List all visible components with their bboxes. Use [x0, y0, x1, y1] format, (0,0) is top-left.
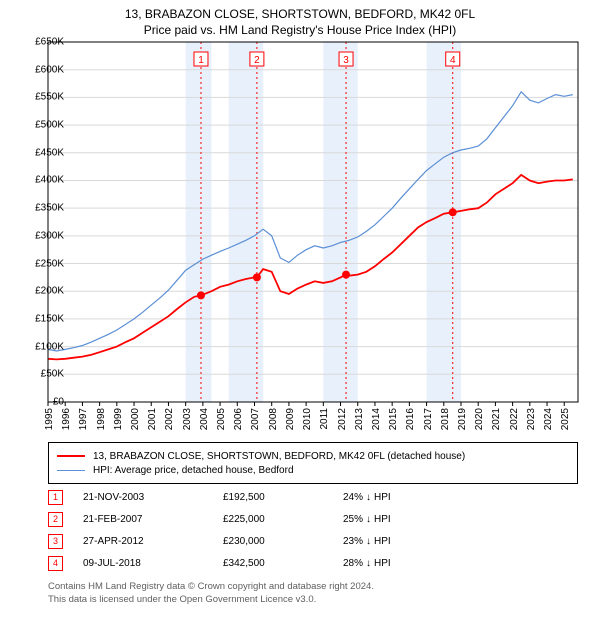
legend-item-series-2: HPI: Average price, detached house, Bedf… [57, 463, 569, 477]
transaction-badge: 1 [48, 490, 63, 505]
x-axis-tick-label: 2009 [285, 408, 296, 430]
x-axis-tick-label: 2015 [388, 408, 399, 430]
transaction-row: 4 09-JUL-2018£342,50028%↓HPI [48, 552, 578, 574]
series-marker-dot [197, 291, 205, 299]
x-axis-tick-label: 2001 [147, 408, 158, 430]
y-axis-tick-label: £350K [4, 203, 64, 214]
x-axis-tick-label: 2016 [405, 408, 416, 430]
series-line [48, 175, 573, 360]
x-axis-tick-label: 1996 [61, 408, 72, 430]
x-axis-tick-label: 2005 [216, 408, 227, 430]
legend-item-series-1: 13, BRABAZON CLOSE, SHORTSTOWN, BEDFORD,… [57, 449, 569, 463]
arrow-down-icon: ↓ [366, 514, 371, 525]
y-axis-tick-label: £450K [4, 147, 64, 158]
legend-label: HPI: Average price, detached house, Bedf… [93, 465, 294, 476]
series-line [48, 92, 573, 351]
shaded-band [229, 42, 263, 402]
transaction-date: 21-NOV-2003 [83, 492, 223, 503]
chart-title-line1: 13, BRABAZON CLOSE, SHORTSTOWN, BEDFORD,… [0, 0, 600, 22]
marker-badge-label: 1 [198, 55, 204, 66]
y-axis-tick-label: £0 [4, 397, 64, 408]
legend-swatch [57, 455, 85, 457]
arrow-down-icon: ↓ [366, 536, 371, 547]
y-axis-tick-label: £650K [4, 37, 64, 48]
marker-badge-label: 4 [450, 55, 456, 66]
x-axis-tick-label: 2022 [509, 408, 520, 430]
x-axis-tick-label: 1998 [96, 408, 107, 430]
x-axis-tick-label: 2019 [457, 408, 468, 430]
x-axis-tick-label: 2017 [423, 408, 434, 430]
y-axis-tick-label: £100K [4, 341, 64, 352]
transaction-price: £192,500 [223, 492, 343, 503]
series-marker-dot [253, 273, 261, 281]
transaction-row: 2 21-FEB-2007£225,00025%↓HPI [48, 508, 578, 530]
transaction-price: £225,000 [223, 514, 343, 525]
transaction-badge: 3 [48, 534, 63, 549]
transaction-price: £342,500 [223, 558, 343, 569]
transactions-table: 121-NOV-2003£192,50024%↓HPI221-FEB-2007£… [48, 486, 578, 574]
x-axis-tick-label: 2024 [543, 408, 554, 430]
footnote-line2: This data is licensed under the Open Gov… [48, 593, 578, 606]
shaded-band [186, 42, 212, 402]
x-axis-tick-label: 1997 [78, 408, 89, 430]
y-axis-tick-label: £150K [4, 313, 64, 324]
transaction-row: 3 27-APR-2012£230,00023%↓HPI [48, 530, 578, 552]
transaction-date: 21-FEB-2007 [83, 514, 223, 525]
arrow-down-icon: ↓ [366, 492, 371, 503]
transaction-delta: 25%↓HPI [343, 514, 423, 525]
legend-swatch [57, 470, 85, 471]
transaction-delta: 23%↓HPI [343, 536, 423, 547]
transaction-delta: 28%↓HPI [343, 558, 423, 569]
x-axis-tick-label: 2023 [526, 408, 537, 430]
arrow-down-icon: ↓ [366, 558, 371, 569]
x-axis-tick-label: 2021 [491, 408, 502, 430]
x-axis-tick-label: 2003 [182, 408, 193, 430]
y-axis-tick-label: £50K [4, 369, 64, 380]
x-axis-tick-label: 2010 [302, 408, 313, 430]
x-axis-tick-label: 2014 [371, 408, 382, 430]
x-axis-tick-label: 2011 [319, 408, 330, 430]
x-axis-tick-label: 2008 [268, 408, 279, 430]
transaction-date: 27-APR-2012 [83, 536, 223, 547]
marker-badge-label: 2 [254, 55, 260, 66]
legend-label: 13, BRABAZON CLOSE, SHORTSTOWN, BEDFORD,… [93, 451, 465, 462]
series-marker-dot [449, 208, 457, 216]
chart-footnote: Contains HM Land Registry data © Crown c… [48, 580, 578, 606]
x-axis-tick-label: 2025 [560, 408, 571, 430]
y-axis-tick-label: £300K [4, 230, 64, 241]
x-axis-tick-label: 2006 [233, 408, 244, 430]
x-axis-tick-label: 2018 [440, 408, 451, 430]
y-axis-tick-label: £200K [4, 286, 64, 297]
chart-title-line2: Price paid vs. HM Land Registry's House … [0, 22, 600, 38]
x-axis-tick-label: 1999 [113, 408, 124, 430]
x-axis-tick-label: 1995 [44, 408, 55, 430]
shaded-band [427, 42, 461, 402]
transaction-badge: 4 [48, 556, 63, 571]
chart-legend: 13, BRABAZON CLOSE, SHORTSTOWN, BEDFORD,… [48, 442, 578, 484]
y-axis-tick-label: £600K [4, 64, 64, 75]
y-axis-tick-label: £500K [4, 120, 64, 131]
y-axis-tick-label: £550K [4, 92, 64, 103]
transaction-badge: 2 [48, 512, 63, 527]
y-axis-tick-label: £400K [4, 175, 64, 186]
transaction-delta: 24%↓HPI [343, 492, 423, 503]
x-axis-tick-label: 2012 [337, 408, 348, 430]
transaction-date: 09-JUL-2018 [83, 558, 223, 569]
x-axis-tick-label: 2002 [164, 408, 175, 430]
x-axis-tick-label: 2004 [199, 408, 210, 430]
x-axis-tick-label: 2007 [250, 408, 261, 430]
x-axis-tick-label: 2000 [130, 408, 141, 430]
transaction-row: 1 21-NOV-2003£192,50024%↓HPI [48, 486, 578, 508]
line-chart: 1 2 3 4 [48, 42, 578, 402]
shaded-band [323, 42, 357, 402]
footnote-line1: Contains HM Land Registry data © Crown c… [48, 580, 578, 593]
series-marker-dot [342, 271, 350, 279]
transaction-price: £230,000 [223, 536, 343, 547]
marker-badge-label: 3 [343, 55, 349, 66]
plot-border [48, 42, 578, 402]
x-axis-tick-label: 2013 [354, 408, 365, 430]
y-axis-tick-label: £250K [4, 258, 64, 269]
x-axis-tick-label: 2020 [474, 408, 485, 430]
